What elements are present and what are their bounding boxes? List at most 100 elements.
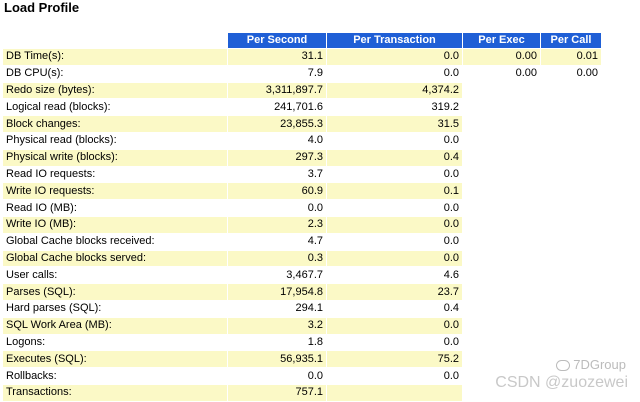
per-transaction-cell: 0.0 [327,132,462,149]
per-transaction-cell: 0.0 [327,317,462,334]
per-call-cell [541,83,601,99]
column-header-stat [3,33,227,48]
load-profile-table: Per Second Per Transaction Per Exec Per … [2,32,602,402]
per-exec-cell [463,83,540,99]
table-row: DB Time(s): 31.1 0.0 0.00 0.01 [3,49,601,65]
table-row: Block changes: 23,855.3 31.5 [3,116,601,132]
per-exec-cell [463,318,540,334]
stat-cell: Read IO requests: [3,166,227,183]
table-row: Executes (SQL): 56,935.1 75.2 [3,351,601,368]
per-second-cell: 7.9 [228,65,326,82]
per-call-cell [541,351,601,367]
per-transaction-cell: 0.0 [327,166,462,183]
per-call-cell [541,99,601,115]
stat-cell: Write IO (MB): [3,216,227,233]
per-exec-cell [463,167,540,183]
table-row: Physical write (blocks): 297.3 0.4 [3,149,601,166]
per-second-cell: 2.3 [228,216,326,233]
table-row: Logical read (blocks): 241,701.6 319.2 [3,99,601,116]
per-exec-cell [463,200,540,216]
per-transaction-cell: 0.0 [327,65,462,82]
per-transaction-cell: 4.6 [327,267,462,284]
per-transaction-cell: 0.4 [327,300,462,317]
per-second-cell: 23,855.3 [228,116,326,132]
stat-cell: SQL Work Area (MB): [3,317,227,334]
per-transaction-cell: 0.4 [327,149,462,166]
table-row: Global Cache blocks served: 0.3 0.0 [3,250,601,267]
per-transaction-cell: 75.2 [327,351,462,368]
column-header-per-exec: Per Exec [463,33,540,48]
per-call-cell: 0.01 [541,49,601,65]
per-transaction-cell: 0.0 [327,368,462,384]
per-exec-cell [463,284,540,300]
per-transaction-cell: 0.0 [327,49,462,65]
stat-cell: User calls: [3,267,227,284]
per-transaction-cell: 0.0 [327,200,462,216]
stat-cell: DB CPU(s): [3,65,227,82]
per-exec-cell [463,183,540,199]
section-title: Load Profile [4,0,80,15]
per-call-cell [541,368,601,384]
per-second-cell: 241,701.6 [228,99,326,116]
table-row: Write IO requests: 60.9 0.1 [3,183,601,200]
per-transaction-cell: 4,374.2 [327,82,462,99]
per-transaction-cell: 0.0 [327,250,462,267]
per-call-cell [541,133,601,149]
per-call-cell [541,301,601,317]
per-second-cell: 294.1 [228,300,326,317]
per-call-cell [541,385,601,401]
per-exec-cell [463,217,540,233]
stat-cell: Logons: [3,334,227,351]
per-second-cell: 3.2 [228,317,326,334]
per-exec-cell [463,267,540,283]
per-exec-cell [463,368,540,384]
per-transaction-cell: 31.5 [327,116,462,132]
column-header-per-transaction: Per Transaction [327,33,462,48]
per-exec-cell [463,150,540,166]
per-transaction-cell: 0.0 [327,216,462,233]
table-row: Parses (SQL): 17,954.8 23.7 [3,284,601,300]
per-call-cell [541,217,601,233]
per-call-cell [541,200,601,216]
table-row: Physical read (blocks): 4.0 0.0 [3,132,601,149]
per-exec-cell [463,133,540,149]
table-row: DB CPU(s): 7.9 0.0 0.00 0.00 [3,65,601,82]
per-second-cell: 0.3 [228,250,326,267]
per-call-cell [541,335,601,351]
stat-cell: Physical write (blocks): [3,149,227,166]
per-transaction-cell: 0.0 [327,233,462,250]
per-second-cell: 56,935.1 [228,351,326,368]
stat-cell: Hard parses (SQL): [3,300,227,317]
stat-cell: Physical read (blocks): [3,132,227,149]
per-call-cell [541,150,601,166]
per-second-cell: 297.3 [228,149,326,166]
per-exec-cell [463,234,540,250]
table-row: User calls: 3,467.7 4.6 [3,267,601,284]
table-row: Transactions: 757.1 [3,384,601,401]
stat-cell: Write IO requests: [3,183,227,200]
per-second-cell: 4.0 [228,132,326,149]
table-row: Redo size (bytes): 3,311,897.7 4,374.2 [3,82,601,99]
per-exec-cell: 0.00 [463,65,540,82]
per-exec-cell [463,301,540,317]
stat-cell: Redo size (bytes): [3,82,227,99]
table-row: SQL Work Area (MB): 3.2 0.0 [3,317,601,334]
table-row: Write IO (MB): 2.3 0.0 [3,216,601,233]
per-second-cell: 757.1 [228,384,326,401]
per-transaction-cell [327,384,462,401]
per-second-cell: 31.1 [228,49,326,65]
table-row: Read IO requests: 3.7 0.0 [3,166,601,183]
stat-cell: Read IO (MB): [3,200,227,216]
column-header-per-call: Per Call [541,33,601,48]
per-second-cell: 0.0 [228,200,326,216]
table-row: Rollbacks: 0.0 0.0 [3,368,601,384]
per-exec-cell [463,351,540,367]
stat-cell: Parses (SQL): [3,284,227,300]
per-transaction-cell: 0.0 [327,334,462,351]
stat-cell: Rollbacks: [3,368,227,384]
stat-cell: Executes (SQL): [3,351,227,368]
per-exec-cell [463,335,540,351]
per-exec-cell [463,385,540,401]
stat-cell: Block changes: [3,116,227,132]
per-transaction-cell: 319.2 [327,99,462,116]
